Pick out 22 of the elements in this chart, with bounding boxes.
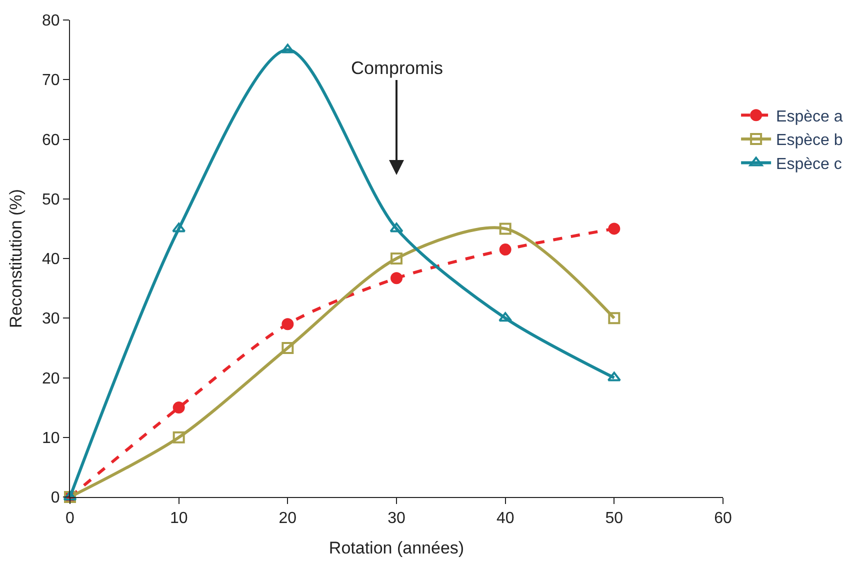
y-tick-label: 30 [42,310,60,328]
x-tick-label: 40 [496,510,514,528]
x-tick-label: 0 [66,510,75,528]
legend-label: Espèce a [776,108,843,126]
y-tick-label: 60 [42,132,60,149]
annotation: Compromis [351,58,444,78]
x-axis-title: Rotation (années) [328,538,464,558]
y-tick-label: 50 [42,191,60,208]
y-tick-label: 40 [42,251,60,268]
x-tick-label: 60 [714,510,732,528]
x-tick-label: 50 [605,510,624,528]
legend-label: Espèce b [776,132,843,150]
y-tick-label: 70 [42,72,60,90]
x-tick-label: 20 [278,510,297,528]
y-tick-label: 80 [42,12,60,30]
y-tick-label: 20 [42,370,60,388]
y-tick-label: 10 [42,430,60,447]
x-tick-label: 30 [388,510,406,528]
x-tick-label: 10 [170,510,188,528]
y-axis-title: Reconstitution (%) [6,189,26,328]
legend-label: Espèce c [776,156,842,173]
y-tick-label: 0 [50,490,60,507]
